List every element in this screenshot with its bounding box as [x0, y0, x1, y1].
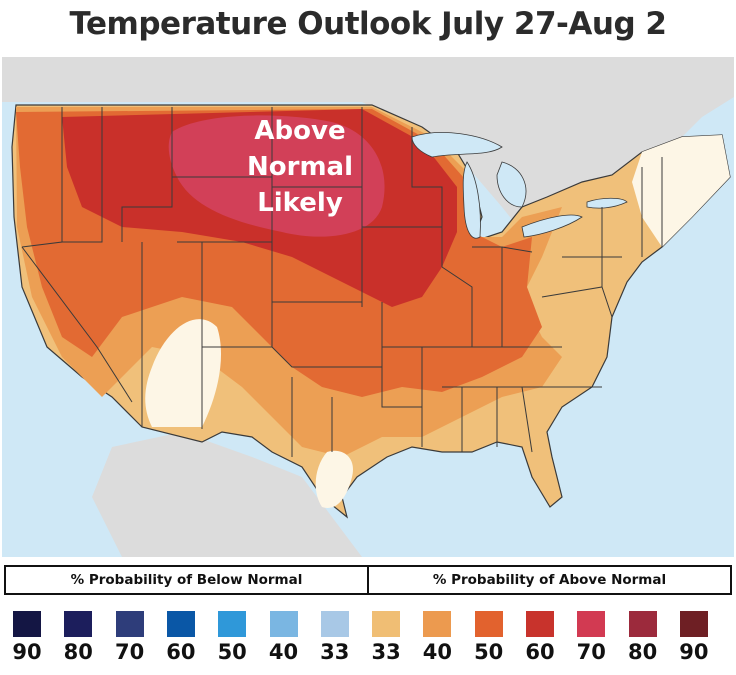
- legend-swatch-9: [474, 611, 503, 637]
- legend-value-8: 40: [422, 640, 452, 664]
- legend-swatch-7: [372, 611, 401, 637]
- outlook-map: Above Normal Likely: [2, 57, 734, 557]
- zone-normal-northeast: [632, 135, 730, 247]
- legend-swatch-2: [115, 611, 144, 637]
- legend-value-4: 50: [217, 640, 247, 664]
- legend-header: % Probability of Below Normal % Probabil…: [4, 565, 732, 595]
- zone-above-70: [168, 115, 385, 237]
- lake-huron: [496, 161, 527, 208]
- legend-below-label: % Probability of Below Normal: [70, 572, 303, 588]
- legend-value-2: 70: [114, 640, 145, 664]
- lake-erie: [521, 214, 583, 238]
- legend-swatch-6: [320, 611, 349, 637]
- legend-swatch-13: [679, 611, 708, 637]
- callout-line-1: Above: [254, 116, 345, 146]
- legend-swatch-4: [218, 611, 247, 637]
- legend-swatch-11: [577, 611, 606, 637]
- legend-swatch-1: [64, 611, 93, 637]
- zone-normal-texas-coast: [315, 450, 353, 508]
- canada-land: [2, 57, 734, 232]
- legend-swatch-12: [628, 611, 657, 637]
- lake-ontario: [586, 197, 628, 209]
- lake-superior: [411, 132, 503, 158]
- legend-value-3: 60: [166, 640, 196, 664]
- legend-swatch-0: [13, 611, 41, 637]
- legend-swatch-8: [423, 611, 452, 637]
- state-borders: [21, 107, 663, 457]
- legend-value-1: 80: [63, 640, 93, 664]
- legend-above-label: % Probability of Above Normal: [367, 567, 730, 593]
- legend-value-5: 40: [268, 640, 299, 664]
- callout-line-2: Normal: [247, 152, 353, 182]
- legend-value-6: 33: [320, 640, 350, 664]
- legend-swatch-5: [269, 611, 298, 637]
- mexico-land: [92, 432, 362, 557]
- lake-michigan: [462, 161, 481, 239]
- legend-value-13: 90: [679, 640, 709, 664]
- legend-value-12: 80: [627, 640, 658, 664]
- legend-value-10: 60: [525, 640, 555, 664]
- legend-swatch-10: [526, 611, 554, 637]
- legend-value-11: 70: [576, 640, 606, 664]
- legend-value-0: 90: [12, 640, 42, 664]
- legend-swatch-3: [166, 611, 195, 637]
- callout-line-3: Likely: [257, 188, 343, 218]
- page-title: Temperature Outlook July 27-Aug 2: [69, 6, 668, 42]
- legend-value-7: 33: [371, 640, 401, 664]
- legend-value-9: 50: [474, 640, 504, 664]
